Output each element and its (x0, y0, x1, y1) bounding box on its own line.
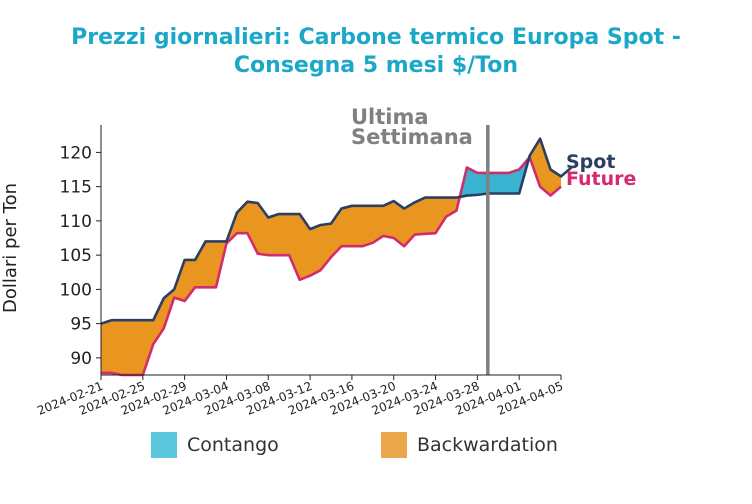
series-line-future (101, 155, 562, 377)
legend-swatch-backwardation (381, 432, 407, 458)
chart-title-line-1: Prezzi giornalieri: Carbone termico Euro… (71, 25, 681, 50)
y-tick-label: 105 (60, 246, 92, 266)
legend-swatch-contango (151, 432, 177, 458)
y-tick-label: 95 (70, 315, 92, 335)
y-tick-label: 90 (70, 349, 92, 369)
y-tick-label: 100 (60, 280, 92, 300)
series-lines-group (100, 125, 573, 377)
backwardation-area (528, 139, 561, 196)
marker-label-line-2: Settimana (351, 125, 473, 149)
y-tick-label: 110 (60, 212, 92, 232)
series-label-spot: Spot (566, 151, 615, 173)
legend-label-backwardation: Backwardation (417, 434, 558, 456)
chart-title: Prezzi giornalieri: Carbone termico Euro… (0, 24, 752, 80)
spread-fill-group (101, 139, 561, 375)
chart-title-line-2: Consegna 5 mesi $/Ton (233, 53, 519, 78)
y-tick-label: 120 (60, 143, 92, 163)
marker-label-line-1: Ultima (351, 105, 429, 129)
y-tick-label: 115 (60, 178, 92, 198)
legend-label-contango: Contango (187, 434, 279, 456)
legend-item-contango: Contango (151, 432, 279, 458)
backwardation-area (101, 197, 459, 375)
legend-item-backwardation: Backwardation (381, 432, 558, 458)
y-axis-label: Dollari per Ton (0, 183, 21, 313)
contango-area (458, 158, 529, 202)
series-line-spot (100, 137, 573, 325)
series-label-future: Future (566, 168, 636, 190)
